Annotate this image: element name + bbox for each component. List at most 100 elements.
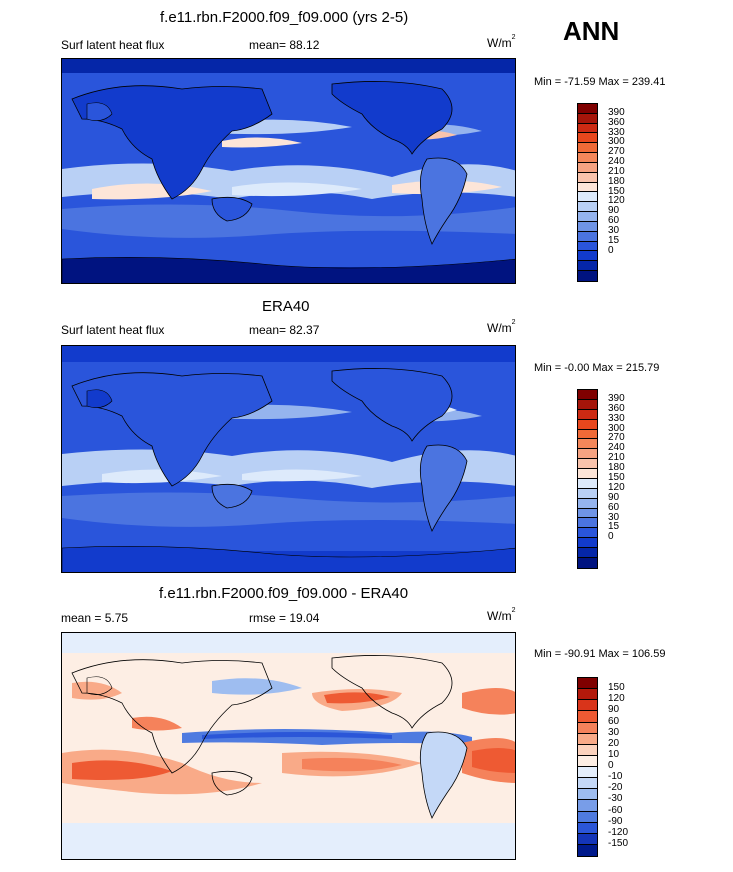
- colorbar-swatch: [578, 800, 597, 812]
- colorbar-tick-label: 390: [608, 106, 625, 118]
- colorbar-tick-label: 0: [608, 760, 614, 771]
- colorbar-swatch: [578, 833, 597, 845]
- colorbar-swatch: [578, 557, 597, 568]
- colorbar-swatch: [578, 528, 597, 539]
- season-label: ANN: [563, 16, 620, 46]
- panel-top-minmax: Min = -71.59 Max = 239.41: [534, 76, 666, 88]
- colorbar-tick-label: 10: [608, 748, 620, 760]
- colorbar-swatch: [578, 538, 597, 548]
- panel-mid-colorbar: [577, 389, 598, 569]
- panel-bot-map: [61, 632, 516, 860]
- panel-top-map: [61, 58, 516, 284]
- colorbar-tick-label: -30: [608, 793, 623, 805]
- colorbar-tick-label: 60: [608, 715, 620, 727]
- colorbar-tick-label: 360: [608, 402, 625, 414]
- colorbar-swatch: [578, 133, 597, 144]
- colorbar-swatch: [578, 202, 597, 213]
- panel-bot-rmse: rmse = 19.04: [249, 611, 320, 625]
- colorbar-swatch: [578, 212, 597, 222]
- colorbar-swatch: [578, 789, 597, 801]
- colorbar-tick-label: -150: [608, 837, 629, 849]
- colorbar-swatch: [578, 711, 597, 723]
- colorbar-tick-label: 390: [608, 392, 625, 404]
- colorbar-swatch: [578, 700, 597, 712]
- colorbar-swatch: [578, 449, 597, 460]
- panel-top-title: f.e11.rbn.F2000.f09_f09.000 (yrs 2-5): [160, 9, 409, 26]
- colorbar-swatch: [578, 162, 597, 173]
- colorbar-tick-label: 210: [608, 165, 625, 177]
- colorbar-tick-label: 150: [608, 185, 625, 197]
- panel-mid-units: W/m2: [487, 319, 516, 335]
- colorbar-swatch: [578, 439, 597, 450]
- colorbar-tick-label: -90: [608, 815, 623, 827]
- colorbar-swatch: [578, 241, 597, 252]
- colorbar-tick-label: 30: [608, 224, 620, 236]
- colorbar-tick-label: 15: [608, 521, 620, 533]
- colorbar-tick-label: 90: [608, 704, 620, 716]
- colorbar-tick-label: -60: [608, 804, 623, 816]
- colorbar-swatch: [578, 767, 597, 779]
- colorbar-swatch: [578, 390, 597, 400]
- colorbar-tick-label: 60: [608, 215, 620, 226]
- colorbar-swatch: [578, 271, 597, 281]
- colorbar-tick-label: 150: [608, 682, 625, 694]
- colorbar-tick-label: 270: [608, 146, 625, 158]
- colorbar-swatch: [578, 231, 597, 242]
- colorbar-tick-label: 120: [608, 481, 625, 493]
- colorbar-swatch: [578, 744, 597, 756]
- colorbar-tick-label: 15: [608, 234, 620, 246]
- colorbar-tick-label: 270: [608, 432, 625, 444]
- colorbar-swatch: [578, 488, 597, 499]
- panel-bot-title: f.e11.rbn.F2000.f09_f09.000 - ERA40: [159, 585, 409, 602]
- colorbar-swatch: [578, 844, 597, 856]
- colorbar-tick-label: 300: [608, 136, 625, 148]
- colorbar-tick-label: 90: [608, 205, 620, 217]
- colorbar-swatch: [578, 113, 597, 124]
- colorbar-tick-label: -20: [608, 782, 623, 794]
- colorbar-swatch: [578, 722, 597, 734]
- colorbar-swatch: [578, 778, 597, 790]
- colorbar-tick-label: 330: [608, 126, 625, 138]
- colorbar-swatch: [578, 153, 597, 163]
- colorbar-tick-label: 180: [608, 462, 625, 474]
- panel-top-variable-label: Surf latent heat flux: [61, 38, 165, 52]
- colorbar-tick-label: 0: [608, 244, 614, 256]
- colorbar-tick-label: 120: [608, 195, 625, 207]
- panel-mid-mean: mean= 82.37: [249, 323, 320, 337]
- colorbar-tick-label: 330: [608, 412, 625, 424]
- colorbar-swatch: [578, 221, 597, 232]
- colorbar-tick-label: 20: [608, 737, 620, 749]
- panel-bot-minmax: Min = -90.91 Max = 106.59: [534, 648, 666, 660]
- colorbar-swatch: [578, 478, 597, 489]
- panel-top-units: W/m2: [487, 34, 516, 50]
- colorbar-swatch: [578, 429, 597, 440]
- colorbar-tick-label: 30: [608, 511, 620, 523]
- panel-bot-units: W/m2: [487, 607, 516, 623]
- colorbar-swatch: [578, 733, 597, 745]
- colorbar-swatch: [578, 182, 597, 193]
- colorbar-tick-label: 30: [608, 726, 620, 738]
- colorbar-swatch: [578, 678, 597, 690]
- colorbar-tick-label: 240: [608, 442, 625, 454]
- colorbar-tick-label: 150: [608, 472, 625, 483]
- colorbar-swatch: [578, 123, 597, 134]
- colorbar-swatch: [578, 811, 597, 823]
- colorbar-swatch: [578, 469, 597, 479]
- colorbar-swatch: [578, 192, 597, 203]
- colorbar-swatch: [578, 172, 597, 183]
- colorbar-swatch: [578, 261, 597, 272]
- colorbar-swatch: [578, 409, 597, 420]
- colorbar-swatch: [578, 419, 597, 430]
- colorbar-swatch: [578, 459, 597, 469]
- colorbar-tick-label: 0: [608, 531, 614, 543]
- colorbar-tick-label: 90: [608, 491, 620, 503]
- colorbar-tick-label: 120: [608, 693, 625, 705]
- colorbar-swatch: [578, 498, 597, 509]
- panel-mid-map: [61, 345, 516, 573]
- colorbar-swatch: [578, 251, 597, 262]
- colorbar-tick-label: 180: [608, 175, 625, 187]
- panel-top-mean: mean= 88.12: [249, 38, 320, 52]
- colorbar-swatch: [578, 755, 597, 767]
- colorbar-tick-label: 60: [608, 501, 620, 513]
- colorbar-swatch: [578, 104, 597, 114]
